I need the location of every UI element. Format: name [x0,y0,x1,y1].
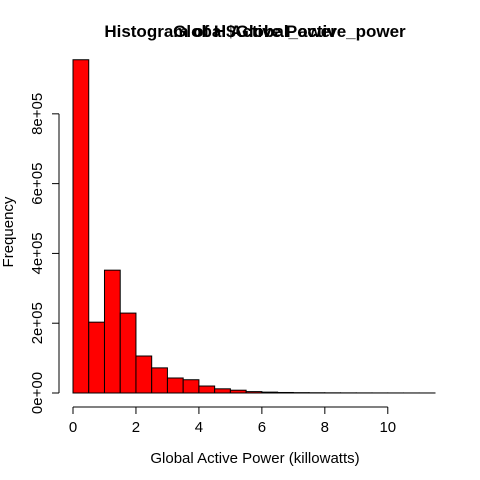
y-axis-label: Frequency [0,196,17,267]
y-axis: 0e+00 2e+05 4e+05 6e+05 8e+05 [29,93,60,414]
bars-group [72,59,436,394]
histogram-bar [135,355,153,394]
y-tick-label: 0e+00 [29,372,46,414]
histogram-bar [198,385,216,394]
y-tick-label: 8e+05 [29,93,46,135]
chart-title-histogram: Histogram of H$Global_active_power [104,22,406,41]
histogram-bar [119,312,137,394]
y-tick-label: 4e+05 [29,232,46,274]
y-tick-label: 2e+05 [29,302,46,344]
histogram-bar [88,321,105,394]
histogram-bar [245,391,263,394]
y-tick-label: 6e+05 [29,163,46,205]
x-tick-label: 10 [379,419,396,436]
histogram-bar [182,379,200,394]
histogram-bar [261,391,279,394]
x-tick-label: 8 [321,419,329,436]
histogram-bar [151,367,168,394]
chart-title-main: Global Active Power [173,22,337,41]
x-axis: 0 2 4 6 8 10 [69,406,396,436]
x-tick-label: 2 [132,419,140,436]
histogram-bar [229,389,247,394]
x-axis-label: Global Active Power (killowatts) [150,450,359,467]
x-tick-label: 0 [69,419,77,436]
histogram-bar [166,377,184,394]
histogram-bar [214,388,231,394]
histogram-bar [277,391,294,394]
histogram-bar [103,269,121,394]
x-tick-label: 6 [258,419,266,436]
x-tick-label: 4 [195,419,203,436]
histogram-bar [72,59,90,394]
